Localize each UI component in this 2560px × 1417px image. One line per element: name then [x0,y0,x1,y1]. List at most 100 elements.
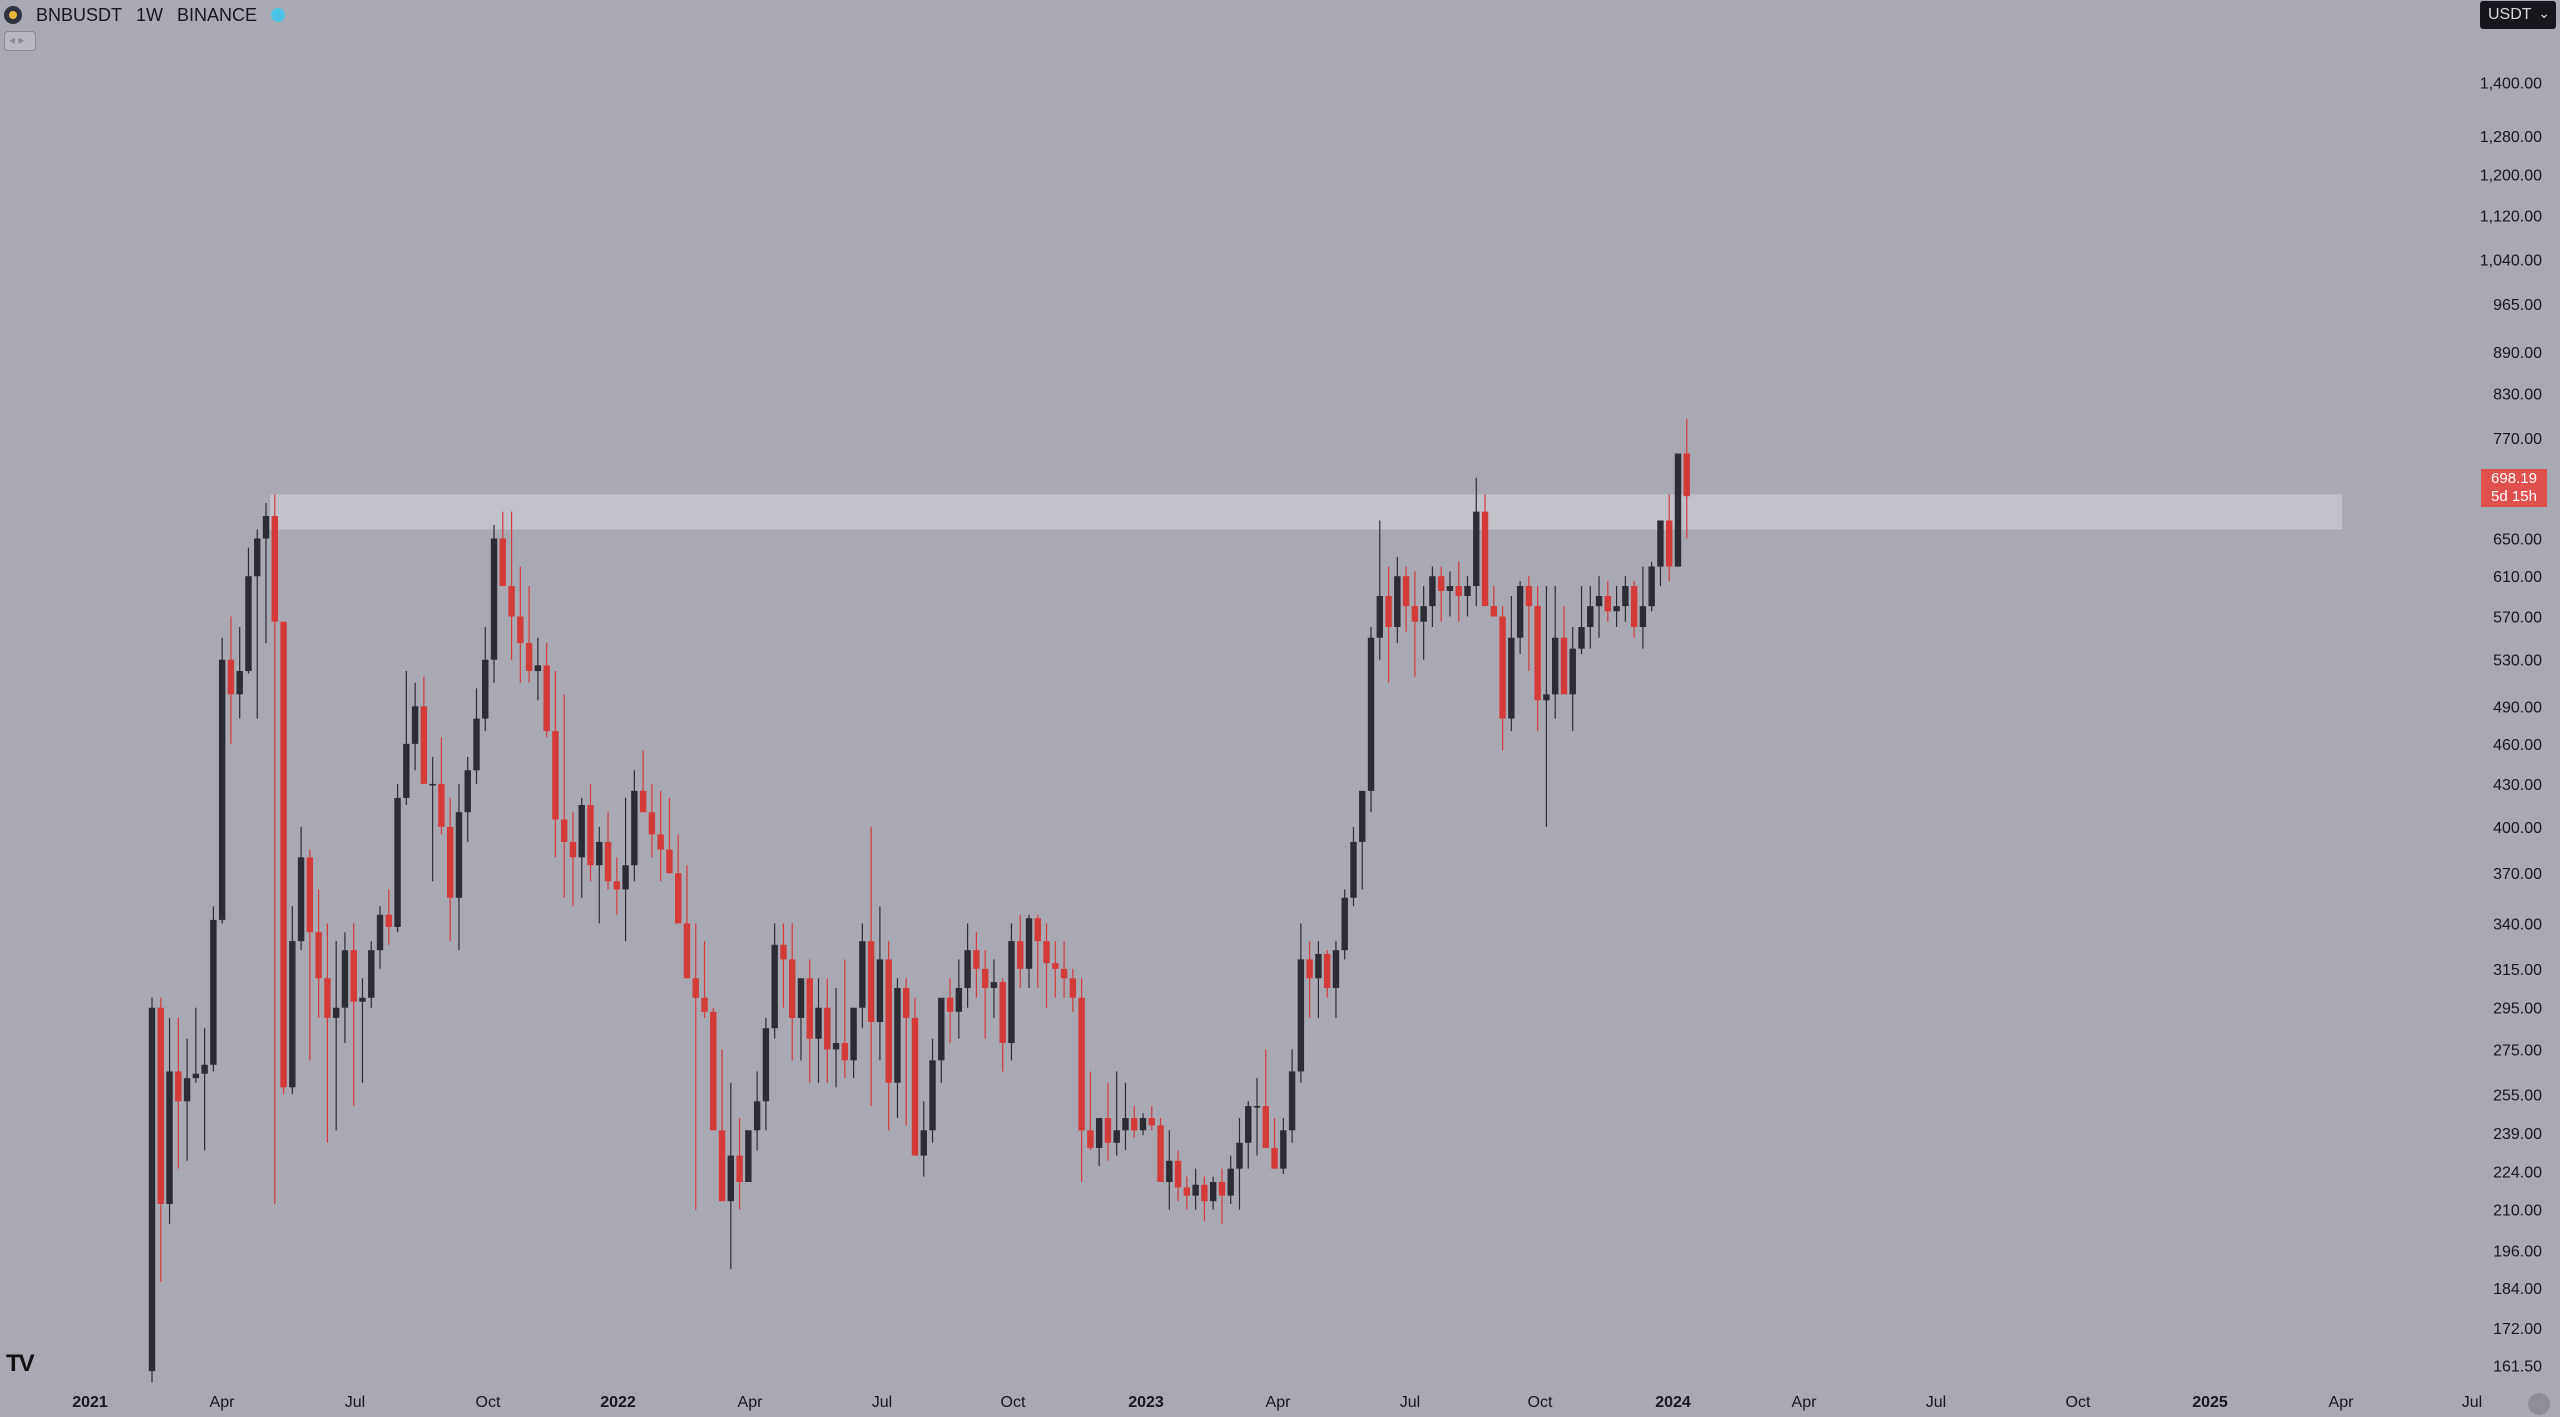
candle-body [1060,968,1068,979]
candle-body [832,1042,840,1050]
candle-body [1139,1118,1147,1131]
candle-body [1104,1118,1112,1143]
y-axis-tick-label: 1,400.00 [2480,76,2542,93]
candle-body [1359,790,1366,842]
candle-body [1113,1130,1120,1143]
candle-body [955,987,963,1012]
y-axis-tick-label: 890.00 [2493,345,2542,362]
candle-body [210,919,217,1065]
y-axis-tick-label: 370.00 [2493,866,2542,883]
candle-body [1437,576,1445,592]
candle-body [403,743,410,798]
candle-body [394,797,401,927]
candle-body [499,538,506,587]
candle-body [745,1130,752,1182]
y-axis-tick-label: 460.00 [2493,737,2542,754]
candle-body [1683,453,1690,497]
candle-body [306,857,314,933]
candle-body [1490,606,1498,617]
candle-body [1280,1130,1287,1169]
candle-body [280,621,287,1088]
candle-body [1464,586,1471,597]
candle-body [1473,511,1480,587]
candle-body [192,1073,200,1079]
y-axis-tick-label: 315.00 [2493,962,2542,979]
candle-body [771,944,778,1029]
candle-body [727,1155,735,1202]
symbol-label[interactable]: BNBUSDT [36,4,123,25]
y-axis-tick-label: 295.00 [2493,1001,2542,1018]
candle-body [1639,606,1647,628]
candle-body [859,941,866,1008]
candle-body [1525,586,1533,607]
y-axis-tick-label: 570.00 [2493,609,2542,626]
candle-body [1648,566,1655,607]
candle-body [543,665,550,732]
candle-body [324,978,331,1018]
collapse-legend-button[interactable] [4,31,36,51]
currency-selector[interactable]: USDT ⌄ [2480,1,2556,29]
candle-body [1209,1181,1217,1202]
candle-body [385,914,392,927]
x-axis-tick-label: 2024 [1655,1394,1691,1411]
candle-body [981,968,989,988]
y-axis-tick-label: 530.00 [2493,653,2542,670]
candle-body [1499,616,1506,719]
candle-body [1666,520,1673,567]
last-price-value: 698.19 [2491,470,2537,487]
candle-body [631,790,638,866]
candle-body [1595,596,1603,607]
candle-body [894,987,901,1083]
candle-body [1543,694,1550,701]
candle-body [289,941,296,1088]
candle-body [446,826,454,898]
candle-body [587,805,594,866]
candle-body [227,659,235,695]
candle-body [1034,918,1041,942]
settings-icon[interactable] [2528,1393,2550,1415]
candle-body [1271,1147,1278,1169]
y-axis-tick-label: 224.00 [2493,1164,2542,1181]
candle-body [911,1017,919,1156]
x-axis-tick-label: Apr [210,1394,236,1411]
x-axis-tick-label: Jul [872,1394,892,1411]
candle-body [175,1071,182,1102]
candle-body [534,665,542,672]
candle-body [1534,606,1541,701]
candle-body [254,538,261,577]
candle-body [578,805,585,858]
y-axis-tick-label: 965.00 [2493,297,2542,314]
candle-body [517,616,524,644]
y-axis-tick-label: 610.00 [2493,569,2542,586]
candle-body [1402,576,1410,607]
candle-body [157,1007,164,1204]
candle-body [596,841,603,866]
candle-body [315,932,322,979]
candle-body [297,857,305,942]
candle-body [341,950,349,1008]
candle-body [718,1130,726,1202]
candle-body [1157,1125,1164,1182]
candle-body [990,982,998,988]
candle-body [569,841,577,858]
chevron-down-icon: ⌄ [2538,5,2550,21]
candle-body [1297,959,1305,1072]
candle-body [675,873,682,924]
candle-body [1569,648,1576,695]
candle-body [736,1155,743,1182]
tradingview-logo-icon[interactable]: TV [6,1350,35,1377]
candle-body [183,1078,191,1102]
x-axis-tick-label: Apr [1792,1394,1818,1411]
candle-body [657,834,664,850]
y-axis-tick-label: 770.00 [2493,431,2542,448]
candle-body [867,941,875,1023]
candle-body [1622,586,1629,607]
candle-body [1350,841,1357,898]
candle-body [999,982,1006,1043]
candle-body [148,1007,156,1372]
candle-body [1394,576,1401,628]
interval-label[interactable]: 1W [136,4,164,25]
y-axis-tick-label: 161.50 [2493,1359,2542,1376]
candle-body [262,516,270,539]
